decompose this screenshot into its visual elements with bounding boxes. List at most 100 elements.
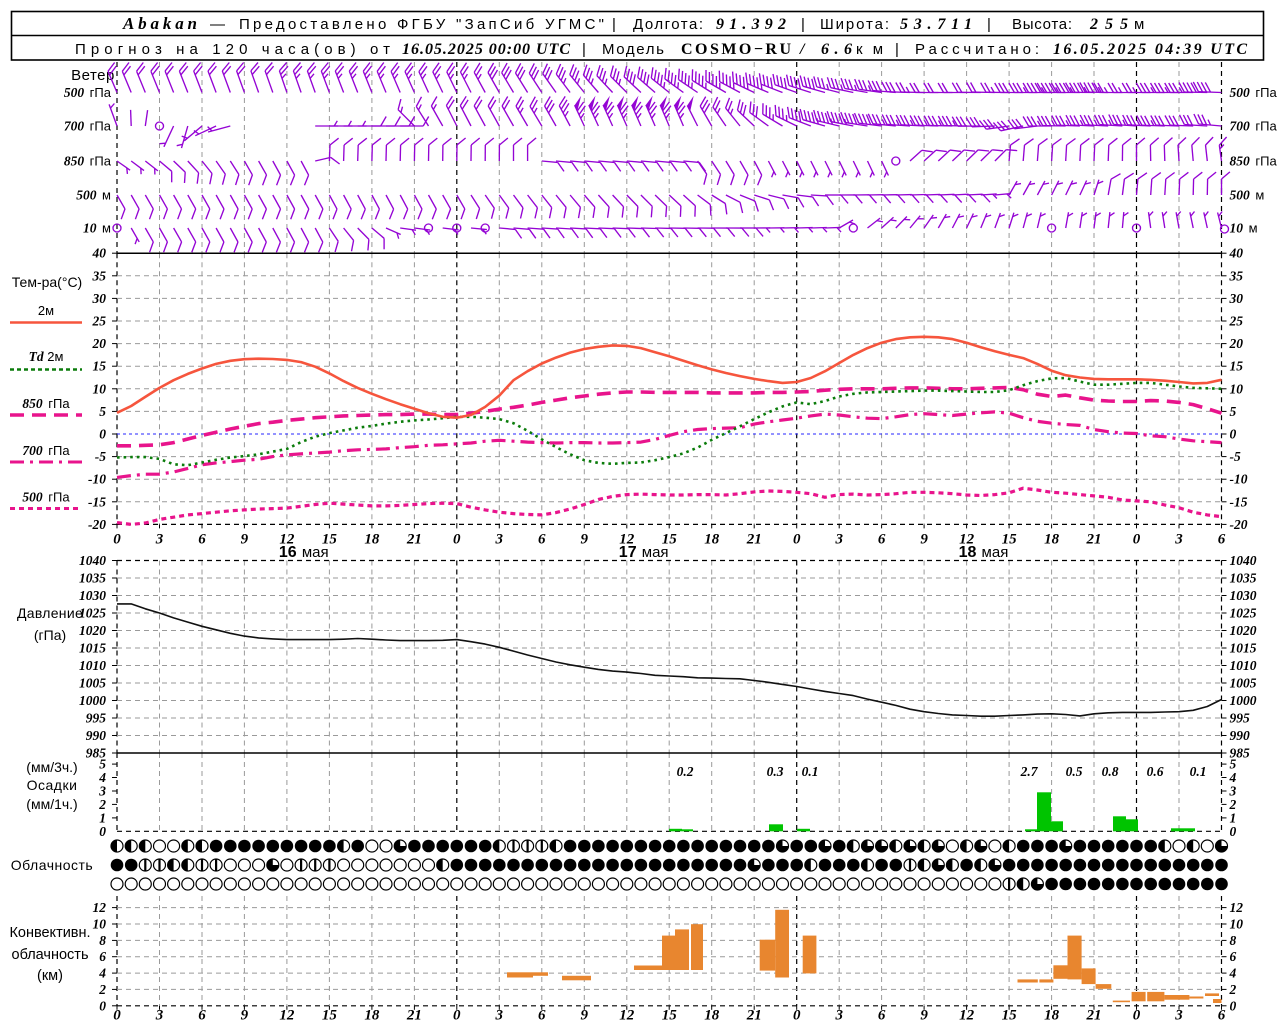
svg-text:0: 0 <box>453 1008 461 1024</box>
svg-text:—: — <box>210 16 225 33</box>
svg-text:-15: -15 <box>1230 494 1248 509</box>
svg-text:Ветер: Ветер <box>71 67 115 84</box>
svg-text:10: 10 <box>93 917 107 932</box>
svg-text:500 гПа: 500 гПа <box>22 490 70 505</box>
svg-text:3: 3 <box>1229 784 1237 799</box>
svg-text:/: / <box>799 41 806 58</box>
svg-text:1000: 1000 <box>1230 693 1257 708</box>
svg-text:6: 6 <box>878 1008 886 1024</box>
svg-text:16.05.2025 04:39 UTC: 16.05.2025 04:39 UTC <box>1053 41 1247 58</box>
svg-text:1010: 1010 <box>1230 658 1257 673</box>
svg-text:18: 18 <box>704 1008 720 1024</box>
svg-text:21: 21 <box>406 532 422 548</box>
svg-text:700 гПа: 700 гПа <box>1230 119 1278 134</box>
svg-text:9: 9 <box>241 1008 249 1024</box>
svg-text:4: 4 <box>98 966 106 981</box>
svg-text:6: 6 <box>198 532 206 548</box>
svg-text:(мм/1ч.): (мм/1ч.) <box>26 796 77 812</box>
svg-text:1040: 1040 <box>79 553 106 568</box>
svg-text:20: 20 <box>1229 336 1244 351</box>
svg-text:16 мая: 16 мая <box>279 544 329 561</box>
svg-text:3: 3 <box>495 1008 504 1024</box>
svg-text:8: 8 <box>99 933 106 948</box>
svg-text:990: 990 <box>1230 728 1251 743</box>
svg-text:15: 15 <box>662 532 678 548</box>
svg-text:10 м: 10 м <box>83 221 111 236</box>
svg-text:985: 985 <box>86 746 107 761</box>
svg-text:9: 9 <box>920 532 928 548</box>
svg-text:18: 18 <box>704 532 720 548</box>
svg-text:|: | <box>987 16 991 33</box>
svg-text:1020: 1020 <box>79 623 106 638</box>
svg-text:8: 8 <box>1230 933 1237 948</box>
svg-text:10 м: 10 м <box>1230 221 1258 236</box>
svg-text:облачность: облачность <box>12 947 89 963</box>
svg-text:0.3: 0.3 <box>767 764 784 779</box>
svg-text:1015: 1015 <box>79 641 106 656</box>
svg-text:12: 12 <box>279 532 295 548</box>
svg-text:1035: 1035 <box>1230 571 1257 586</box>
svg-text:0: 0 <box>99 824 106 839</box>
svg-text:1025: 1025 <box>1230 606 1257 621</box>
svg-text:9: 9 <box>581 532 589 548</box>
svg-text:-10: -10 <box>1230 472 1248 487</box>
svg-text:6: 6 <box>538 1008 546 1024</box>
svg-text:6: 6 <box>538 532 546 548</box>
svg-text:0: 0 <box>1133 532 1141 548</box>
svg-text:21: 21 <box>1086 1008 1102 1024</box>
svg-text:1030: 1030 <box>79 588 106 603</box>
svg-text:9: 9 <box>581 1008 589 1024</box>
svg-text:Давление: Давление <box>17 605 83 621</box>
svg-text:1025: 1025 <box>79 606 106 621</box>
svg-text:Тем-ра(°C): Тем-ра(°C) <box>12 274 82 290</box>
svg-text:0.8: 0.8 <box>1102 764 1119 779</box>
svg-text:35: 35 <box>92 268 107 283</box>
svg-text:10: 10 <box>1230 381 1244 396</box>
svg-text:6: 6 <box>1218 532 1226 548</box>
svg-text:10: 10 <box>93 381 107 396</box>
svg-text:0.6: 0.6 <box>1147 764 1164 779</box>
svg-text:3: 3 <box>834 532 843 548</box>
svg-text:5: 5 <box>1230 404 1237 419</box>
svg-text:|: | <box>895 41 899 58</box>
svg-text:985: 985 <box>1230 746 1251 761</box>
svg-text:18: 18 <box>1044 1008 1060 1024</box>
svg-text:0.5: 0.5 <box>1066 764 1083 779</box>
svg-text:м: м <box>1134 16 1144 33</box>
svg-text:16.05.2025 00:00 UTC: 16.05.2025 00:00 UTC <box>402 41 570 58</box>
svg-text:0: 0 <box>1133 1008 1141 1024</box>
svg-text:5: 5 <box>99 757 106 772</box>
svg-text:2.7: 2.7 <box>1020 764 1039 779</box>
svg-text:18 мая: 18 мая <box>959 544 1009 561</box>
svg-text:2: 2 <box>98 982 106 997</box>
svg-text:500 гПа: 500 гПа <box>1230 85 1278 100</box>
svg-text:1040: 1040 <box>1230 553 1257 568</box>
svg-text:15: 15 <box>1230 359 1244 374</box>
svg-text:0: 0 <box>793 532 801 548</box>
svg-text:-5: -5 <box>1230 449 1241 464</box>
svg-text:(мм/3ч.): (мм/3ч.) <box>26 759 77 775</box>
svg-text:Модель: Модель <box>602 41 664 58</box>
svg-text:500 м: 500 м <box>76 188 111 203</box>
svg-text:4: 4 <box>98 770 106 785</box>
svg-text:1030: 1030 <box>1230 588 1257 603</box>
svg-text:|: | <box>801 16 805 33</box>
svg-text:15: 15 <box>1002 1008 1018 1024</box>
svg-text:25: 25 <box>1229 314 1244 329</box>
svg-text:35: 35 <box>1229 268 1244 283</box>
svg-text:40: 40 <box>92 246 107 261</box>
svg-text:21: 21 <box>746 1008 762 1024</box>
svg-text:-5: -5 <box>95 449 106 464</box>
svg-text:995: 995 <box>1230 711 1251 726</box>
svg-text:9: 9 <box>241 532 249 548</box>
svg-text:Долгота:: Долгота: <box>633 16 703 33</box>
svg-text:Облачность: Облачность <box>11 857 93 873</box>
svg-text:12: 12 <box>959 1008 975 1024</box>
svg-text:2м: 2м <box>38 303 54 318</box>
svg-text:3: 3 <box>98 784 106 799</box>
svg-text:18: 18 <box>1044 532 1060 548</box>
svg-text:0.1: 0.1 <box>802 764 819 779</box>
svg-text:Прогноз на 120 часа(ов) от: Прогноз на 120 часа(ов) от <box>75 41 390 58</box>
svg-text:6: 6 <box>1230 949 1237 964</box>
svg-text:15: 15 <box>322 1008 338 1024</box>
